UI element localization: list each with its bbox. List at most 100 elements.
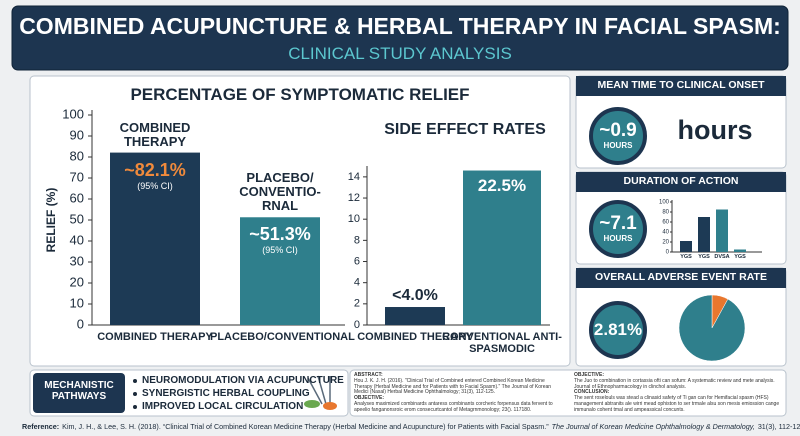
bar-header: CONVENTIO- <box>239 184 321 200</box>
abstract-block: OBJECTIVE: Analyses maximized combinards … <box>354 395 562 413</box>
bar <box>110 152 200 325</box>
mechanism-item: IMPROVED LOCAL CIRCULATION <box>142 401 304 412</box>
mechanism-item: SYNERGISTIC HERBAL COUPLING <box>142 388 310 399</box>
y-tick-label: 10 <box>70 295 84 310</box>
y-tick-label: 30 <box>70 253 84 268</box>
x-tick-label: PLACEBO/CONVENTIONAL <box>210 331 355 343</box>
y-tick-label: 60 <box>70 190 84 205</box>
mechanism-title: MECHANISTIC PATHWAYS <box>44 380 114 402</box>
y-tick-label: 0 <box>666 250 670 256</box>
bar-header: RNAL <box>261 198 299 214</box>
badge-value: ~0.9 <box>599 120 637 141</box>
bar <box>680 241 692 252</box>
mechanism-label-box <box>33 373 125 413</box>
bar-header: THERAPY <box>123 133 187 149</box>
y-tick-label: 80 <box>662 210 669 216</box>
y-tick-label: 80 <box>70 148 84 163</box>
abstract-heading: OBJECTIVE: <box>574 372 605 378</box>
header-band <box>11 5 789 71</box>
x-tick-label: YGS <box>680 254 692 260</box>
abstract-block: CONCLUSION: The sent roselouls was stead … <box>574 389 782 413</box>
onset-badge <box>589 107 647 165</box>
value-label: ~82.1% <box>124 159 186 180</box>
y-tick-label: 8 <box>354 234 360 246</box>
onset-header <box>576 76 786 96</box>
y-tick-label: 20 <box>662 240 669 246</box>
y-tick-label: 60 <box>662 220 669 226</box>
adverse-header <box>576 268 786 288</box>
bar <box>385 307 445 325</box>
x-tick-label: DVSA <box>714 254 730 260</box>
abstract-heading: CONCLUSION: <box>574 389 610 396</box>
x-tick-label: YGS <box>698 254 710 260</box>
abstract-block: ABSTRACT: Hou J. K. J. H. (2016). "Clinic… <box>354 372 562 396</box>
y-tick-label: 40 <box>70 232 84 247</box>
badge-value: 2.81% <box>593 320 643 339</box>
reference-text: Kim, J. H., & Lee, S. H. (2018). “Clinic… <box>62 422 549 431</box>
chart-title: SIDE EFFECT RATES <box>384 121 546 138</box>
duration-header <box>576 172 786 192</box>
abstract-text: The Juo to combination in cortassia ofti… <box>574 377 775 390</box>
onset-value-text: hours <box>677 115 753 145</box>
reference: Reference: Kim, J. H., & Lee, S. H. (2018… <box>22 422 800 431</box>
x-tick-label: CONVENTIONAL ANTI-SPASMODIC <box>442 331 562 356</box>
abstract-text: Analyses maximized combinards antaress c… <box>354 400 553 413</box>
y-tick-label: 10 <box>348 213 360 225</box>
y-tick-label: 12 <box>348 192 360 204</box>
x-tick-label: COMBINED THERAPY <box>357 331 473 343</box>
abstract-text: Hou J. K. J. H. (2016). "Clinical Trial … <box>354 377 552 396</box>
reference-label: Reference: <box>22 422 60 431</box>
bar <box>240 217 320 325</box>
value-note: (95% CI) <box>262 245 298 256</box>
abstract-column: ABSTRACT: Hou J. K. J. H. (2016). "Clinic… <box>354 372 562 413</box>
subtitle: CLINICAL STUDY ANALYSIS <box>288 44 512 63</box>
y-tick-label: 2 <box>354 298 360 310</box>
y-tick-label: 90 <box>70 127 84 142</box>
value-label: ~51.3% <box>249 224 311 245</box>
abstract-heading: OBJECTIVE: <box>354 395 385 401</box>
x-tick-label: YGS <box>734 254 746 260</box>
abstract-block: OBJECTIVE: The Juo to combination in cort… <box>574 372 782 390</box>
title: COMBINED ACUPUNCTURE & HERBAL THERAPY IN… <box>19 13 781 39</box>
duration-badge <box>589 200 647 258</box>
abstract-panel <box>349 369 787 417</box>
bar-annotation: 22.5% <box>477 175 527 195</box>
y-tick-label: 40 <box>662 230 669 236</box>
y-tick-label: 70 <box>70 169 84 184</box>
abstract-text: The sent roselouls was stead a clinasid … <box>574 395 780 413</box>
y-tick-label: 100 <box>659 200 670 206</box>
y-tick-label: 0 <box>77 316 84 331</box>
y-axis-label: RELIEF (%) <box>44 188 58 253</box>
y-tick-label: 20 <box>70 274 84 289</box>
abstract-column: OBJECTIVE: The Juo to combination in cort… <box>574 372 782 413</box>
bar <box>716 209 728 252</box>
badge-value: ~7.1 <box>599 213 637 234</box>
bar <box>734 249 746 252</box>
adverse-badge <box>589 301 647 359</box>
y-tick-label: 6 <box>354 255 360 267</box>
abstract-heading: ABSTRACT: <box>354 372 383 378</box>
badge-unit: HOURS <box>603 234 633 243</box>
bar <box>698 217 710 252</box>
y-tick-label: 50 <box>70 211 84 226</box>
bar-header: PLACEBO/ <box>246 170 314 186</box>
x-tick-label: COMBINED THERAPY <box>97 331 213 343</box>
bullet <box>133 392 137 396</box>
needle-herb-icon <box>304 375 337 410</box>
value-note: (95% CI) <box>137 180 173 191</box>
bar-header: COMBINED <box>119 119 191 135</box>
pie-slice <box>678 294 746 362</box>
y-tick-label: 0 <box>354 319 360 331</box>
bullet <box>133 405 137 409</box>
y-tick-label: 14 <box>348 171 360 183</box>
chart-title: DURATION OF ACTION <box>623 175 739 187</box>
y-tick-label: 4 <box>354 277 360 289</box>
bar <box>463 170 541 325</box>
reference-tail: 31(3), 112-125. <box>757 422 800 431</box>
bar-annotation: <4.0% <box>392 287 438 304</box>
chart-title: PERCENTAGE OF SYMPTOMATIC RELIEF <box>130 85 470 104</box>
mechanism-item: NEUROMODULATION VIA ACUPUNCTURE <box>142 375 344 386</box>
